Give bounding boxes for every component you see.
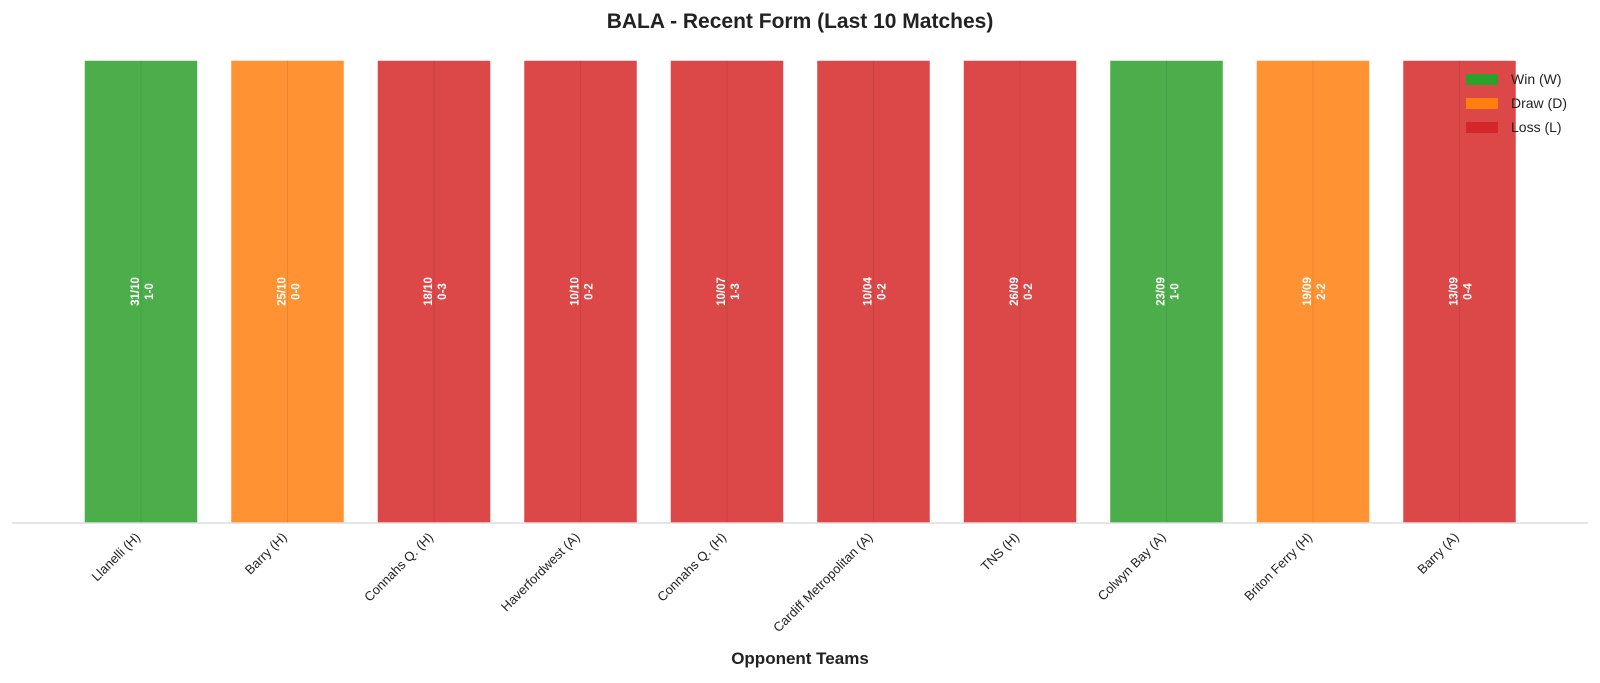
chart-title: BALA - Recent Form (Last 10 Matches): [607, 10, 994, 33]
x-tick-label: Llanelli (H): [89, 530, 144, 585]
legend-label: Draw (D): [1511, 95, 1567, 111]
bar-date-label: 18/10: [423, 277, 435, 306]
bar: [1401, 59, 1518, 524]
bar: [1108, 59, 1225, 524]
bar-date-label: 13/09: [1449, 277, 1461, 306]
bar-score-label: 0-2: [584, 283, 596, 300]
x-tick-label: Barry (H): [242, 530, 290, 578]
bar-date-label: 10/07: [716, 277, 728, 306]
bar-date-label: 19/09: [1302, 277, 1314, 306]
x-tick-label: Connahs Q. (H): [654, 530, 729, 605]
bar-data-label: 23/09 1-0: [1156, 277, 1182, 306]
legend-swatch: [1466, 74, 1498, 85]
bar: [229, 59, 346, 524]
bar-data-label: 13/09 0-4: [1449, 277, 1475, 306]
bar-data-label: 19/09 2-2: [1302, 277, 1328, 306]
legend-label: Win (W): [1511, 71, 1562, 87]
bars-group: 31/10 1-0 25/10 0-0 18/10 0-3 10/10 0-2 10/07 1-3…: [83, 59, 1518, 524]
bar-data-label: 26/09 0-2: [1009, 277, 1035, 306]
bar-score-label: 1-0: [1170, 283, 1182, 300]
bar-data-label: 10/07 1-3: [716, 277, 742, 306]
legend-swatch: [1466, 98, 1498, 109]
x-tick-label: Briton Ferry (H): [1241, 530, 1315, 604]
x-axis-label: Opponent Teams: [731, 649, 869, 668]
bar: [815, 59, 932, 524]
legend-swatch: [1466, 122, 1498, 133]
bar-score-label: 0-2: [1023, 283, 1035, 300]
bar-data-label: 18/10 0-3: [423, 277, 449, 306]
x-tick-label: Colwyn Bay (A): [1095, 530, 1169, 604]
bar-date-label: 26/09: [1009, 277, 1021, 306]
bar-date-label: 25/10: [277, 277, 289, 306]
bar-data-label: 25/10 0-0: [277, 277, 303, 306]
x-tick-label: Haverfordwest (A): [498, 530, 583, 615]
bar-score-label: 0-0: [291, 283, 303, 300]
legend-label: Loss (L): [1511, 119, 1562, 135]
bar-data-label: 31/10 1-0: [130, 277, 156, 306]
bar-data-label: 10/10 0-2: [570, 277, 596, 306]
bar-score-label: 1-3: [730, 283, 742, 300]
bar-score-label: 0-2: [877, 283, 889, 300]
x-tick-label: Cardiff Metropolitan (A): [770, 530, 875, 635]
bar: [1255, 59, 1371, 524]
bar-date-label: 10/10: [570, 277, 582, 306]
bar: [83, 59, 199, 524]
bar-score-label: 0-3: [437, 283, 449, 300]
x-tick-label: Barry (A): [1414, 530, 1461, 577]
bar-date-label: 31/10: [130, 277, 142, 306]
bar-score-label: 2-2: [1316, 283, 1328, 300]
bar-score-label: 1-0: [144, 283, 156, 300]
x-tick-labels: Llanelli (H) Barry (H) Connahs Q. (H) Haver…: [89, 530, 1462, 635]
bar-date-label: 23/09: [1156, 277, 1168, 306]
bar-score-label: 0-4: [1463, 283, 1475, 300]
x-tick-label: TNS (H): [978, 530, 1022, 574]
bar-date-label: 10/04: [863, 277, 875, 306]
bar: [376, 59, 492, 524]
bar: [962, 59, 1078, 524]
x-tick-label: Connahs Q. (H): [361, 530, 436, 605]
bar-data-label: 10/04 0-2: [863, 277, 889, 306]
legend: Win (W) Draw (D) Loss (L): [1466, 71, 1567, 135]
